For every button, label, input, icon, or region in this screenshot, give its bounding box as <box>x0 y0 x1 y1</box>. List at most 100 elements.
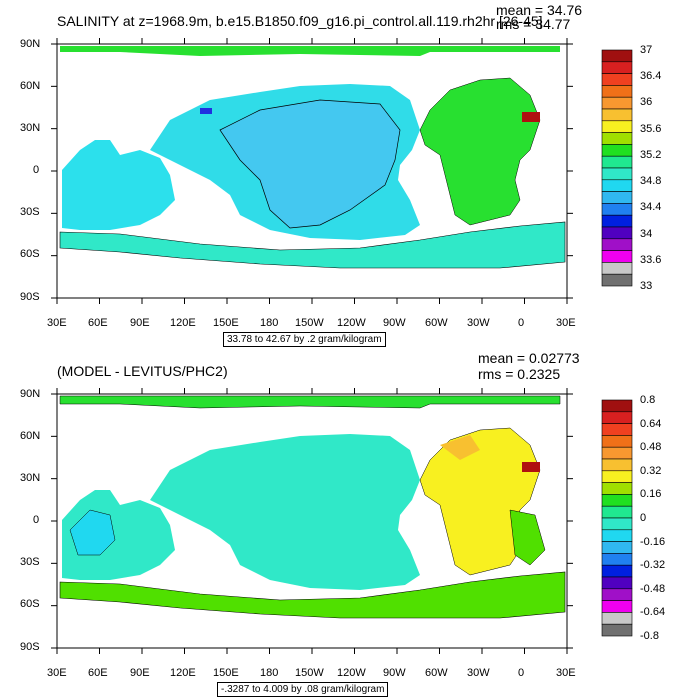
colorbar-swatch <box>601 108 633 122</box>
colorbar-swatch <box>601 505 633 519</box>
panel-title: SALINITY at z=1968.9m, b.e15.B1850.f09_g… <box>57 13 543 29</box>
colorbar-label: -0.32 <box>640 559 666 572</box>
colorbar-swatch <box>601 179 633 192</box>
pacific-ocean <box>150 434 420 590</box>
colorbar-swatch <box>601 167 633 181</box>
lat-label: 30N <box>20 122 41 134</box>
contour-info: 33.78 to 42.67 by .2 gram/kilogram <box>223 332 386 347</box>
lon-label: 30W <box>467 317 490 329</box>
colorbar-swatch <box>601 203 633 216</box>
difference-map <box>51 388 633 654</box>
colorbar-label: -0.16 <box>640 535 666 548</box>
pacific-core <box>219 99 401 229</box>
rms-value: rms = 34.77 <box>496 16 571 32</box>
lon-label: 150W <box>295 667 324 679</box>
lon-label: 150W <box>295 317 324 329</box>
colorbar-label: -0.8 <box>640 630 659 642</box>
colorbar-label: 0 <box>640 512 647 524</box>
colorbar-swatch <box>601 458 633 472</box>
lon-label: 30W <box>467 667 490 679</box>
salinity-panel: SALINITY at z=1968.9m, b.e15.B1850.f09_g… <box>20 2 662 347</box>
lat-label: 0 <box>33 514 40 526</box>
lat-label: 90N <box>20 38 41 50</box>
lon-label: 120E <box>170 667 196 679</box>
colorbar-swatch <box>601 411 633 424</box>
lon-label: 30E <box>556 667 576 679</box>
colorbar-label: 34 <box>640 227 653 240</box>
colorbar-swatch <box>601 470 633 483</box>
southern-ocean <box>59 571 566 619</box>
lon-label: 0 <box>518 317 525 329</box>
pacific-fresh-spot <box>200 108 212 114</box>
mean-value: mean = 0.02773 <box>478 350 580 366</box>
contour-info: -.3287 to 4.009 by .08 gram/kilogram <box>217 682 389 697</box>
colorbar-swatch <box>601 576 633 590</box>
colorbar-label: 0.8 <box>640 394 656 406</box>
colorbar-swatch <box>601 132 633 145</box>
colorbar-label: 35.2 <box>640 148 662 161</box>
colorbar-swatch <box>601 120 633 133</box>
lon-label: 30E <box>47 667 67 679</box>
lat-label: 30S <box>20 206 40 218</box>
panel-title: (MODEL - LEVITUS/PHC2) <box>57 363 228 379</box>
med-salt <box>522 112 540 122</box>
colorbar-swatch <box>601 529 633 542</box>
axis-ticks <box>51 38 573 304</box>
lat-label: 60N <box>20 430 41 442</box>
colorbar-swatch <box>601 144 633 157</box>
colorbar-label: 34.4 <box>640 201 662 214</box>
colorbar-swatch <box>601 564 633 578</box>
colorbar-label: 0.48 <box>640 441 662 454</box>
colorbar-label: 33 <box>640 280 653 292</box>
colorbar-swatch <box>601 588 633 601</box>
mean-value: mean = 34.76 <box>496 2 583 18</box>
lat-label: 30N <box>20 472 41 484</box>
atlantic-ocean <box>419 77 541 226</box>
lat-label: 90S <box>20 291 40 303</box>
lon-label: 0 <box>518 667 525 679</box>
colorbar-label: 0.64 <box>640 417 662 430</box>
lon-label: 60W <box>425 667 448 679</box>
colorbar-swatch <box>601 273 633 287</box>
lon-label: 120W <box>337 667 366 679</box>
lat-label: 60N <box>20 80 41 92</box>
colorbar-swatch <box>601 191 633 204</box>
lat-label: 90N <box>20 388 41 400</box>
med-salt <box>522 462 540 472</box>
colorbar <box>601 49 633 287</box>
lon-label: 60E <box>88 317 108 329</box>
arctic-ocean <box>60 46 560 56</box>
lon-label: 90E <box>130 667 150 679</box>
colorbar-swatch <box>601 155 633 169</box>
lat-label: 30S <box>20 556 40 568</box>
colorbar-swatch <box>601 96 633 110</box>
colorbar-swatch <box>601 494 633 507</box>
rms-value: rms = 0.2325 <box>478 366 561 382</box>
lon-label: 180 <box>260 667 279 679</box>
colorbar-swatch <box>601 423 633 436</box>
axis-ticks <box>51 388 573 654</box>
colorbar-label: -0.48 <box>640 582 666 595</box>
colorbar-swatch <box>601 435 633 448</box>
colorbar-label: 36.4 <box>640 70 662 83</box>
colorbar <box>601 399 633 637</box>
lon-label: 60W <box>425 317 448 329</box>
colorbar-swatch <box>601 399 633 413</box>
colorbar-label: 0.16 <box>640 488 662 501</box>
southern-ocean <box>59 221 566 269</box>
lon-label: 30E <box>556 317 576 329</box>
difference-panel: (MODEL - LEVITUS/PHC2) mean = 0.02773 rm… <box>0 350 700 700</box>
colorbar-swatch <box>601 600 633 613</box>
lon-label: 90E <box>130 317 150 329</box>
salinity-map <box>51 38 633 304</box>
colorbar-label: 34.8 <box>640 175 662 188</box>
lat-label: 60S <box>20 598 40 610</box>
lat-label: 60S <box>20 248 40 260</box>
colorbar-swatch <box>601 623 633 637</box>
atlantic-east <box>509 509 546 566</box>
lon-label: 150E <box>213 317 239 329</box>
colorbar-label: 35.6 <box>640 122 662 135</box>
colorbar-swatch <box>601 238 633 251</box>
indian-ocean <box>62 140 175 230</box>
lat-label: 90S <box>20 641 40 653</box>
